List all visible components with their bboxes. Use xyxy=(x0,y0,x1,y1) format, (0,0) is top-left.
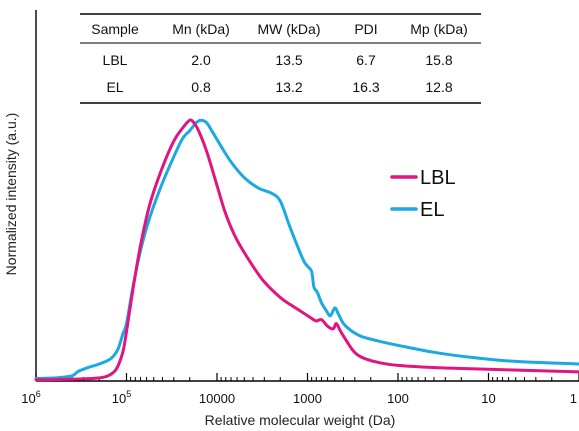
x-major-ticks: 106 105 10000 1000 100 10 1 xyxy=(21,373,579,406)
table-cell-lbl-mw: 13.5 xyxy=(275,52,302,68)
table-cell-lbl-pdi: 6.7 xyxy=(356,52,376,68)
summary-table: Sample Mn (kDa) MW (kDa) PDI Mp (kDa) LB… xyxy=(80,13,481,104)
table-header-mp: Mp (kDa) xyxy=(410,21,468,37)
y-axis-title: Normalized intensity (a.u.) xyxy=(3,113,19,276)
table-cell-lbl-mn: 2.0 xyxy=(191,52,211,68)
table-cell-el-pdi: 16.3 xyxy=(352,79,379,95)
table-cell-el-mp: 12.8 xyxy=(425,79,452,95)
table-cell-el-mw: 13.2 xyxy=(275,79,302,95)
legend: LBL EL xyxy=(390,167,456,221)
x-tick-label: 1000 xyxy=(293,391,322,406)
x-tick-label: 10 xyxy=(481,391,495,406)
table-header-mn: Mn (kDa) xyxy=(172,21,230,37)
x-tick-label: 100 xyxy=(387,391,409,406)
x-tick-label: 10000 xyxy=(199,391,235,406)
table-header-sample: Sample xyxy=(91,21,139,37)
table-cell-el-sample: EL xyxy=(106,79,123,95)
series-line-lbl xyxy=(34,118,579,382)
x-tick-label: 1 xyxy=(570,391,577,406)
x-axis-title: Relative molecular weight (Da) xyxy=(205,412,396,428)
series-layer xyxy=(34,118,579,382)
x-tick-label: 105 xyxy=(112,389,131,406)
legend-label-el: EL xyxy=(420,199,444,221)
table-header-mw: MW (kDa) xyxy=(258,21,321,37)
legend-label-lbl: LBL xyxy=(420,167,456,189)
table-cell-el-mn: 0.8 xyxy=(191,79,211,95)
table-cell-lbl-mp: 15.8 xyxy=(425,52,452,68)
x-tick-label: 106 xyxy=(21,389,40,406)
series-line-el xyxy=(34,118,579,380)
table-header-pdi: PDI xyxy=(354,21,377,37)
table-cell-lbl-sample: LBL xyxy=(103,52,128,68)
